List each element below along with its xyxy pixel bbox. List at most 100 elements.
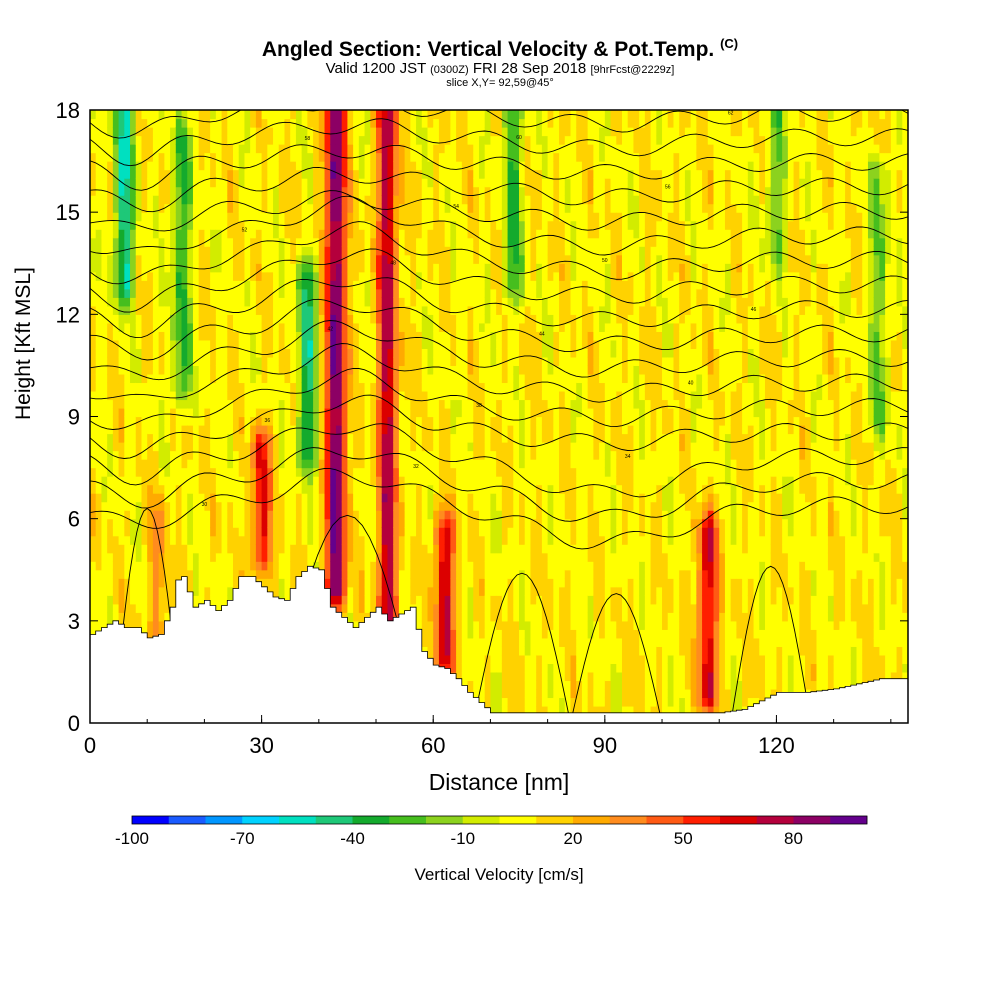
velocity-cell xyxy=(478,305,486,315)
velocity-cell xyxy=(478,339,486,349)
velocity-cell xyxy=(450,612,457,622)
velocity-cell xyxy=(387,442,394,452)
velocity-cell xyxy=(381,578,389,588)
velocity-cell xyxy=(233,399,240,409)
velocity-cell xyxy=(313,178,320,188)
velocity-cell xyxy=(90,450,97,460)
velocity-cell xyxy=(90,118,97,128)
velocity-cell xyxy=(461,399,469,409)
velocity-cell xyxy=(158,305,165,315)
velocity-cell xyxy=(324,365,331,375)
velocity-cell xyxy=(187,331,194,341)
velocity-cell xyxy=(467,407,474,418)
velocity-cell xyxy=(221,569,228,579)
velocity-cell xyxy=(267,373,274,384)
velocity-cell xyxy=(227,203,234,213)
velocity-cell xyxy=(461,365,469,375)
velocity-cell xyxy=(421,186,429,196)
velocity-cell xyxy=(330,288,337,298)
velocity-cell xyxy=(347,212,354,222)
velocity-cell xyxy=(227,348,234,358)
velocity-cell xyxy=(147,339,154,349)
velocity-cell xyxy=(444,407,451,418)
velocity-cell xyxy=(398,518,406,528)
velocity-cell xyxy=(135,254,143,264)
velocity-cell xyxy=(215,493,223,503)
velocity-cell xyxy=(376,450,383,460)
velocity-cell xyxy=(335,161,343,171)
velocity-cell xyxy=(461,331,469,341)
velocity-cell xyxy=(187,510,194,520)
velocity-cell xyxy=(175,425,183,435)
velocity-cell xyxy=(416,212,423,222)
velocity-cell xyxy=(358,501,366,511)
velocity-cell xyxy=(101,305,108,315)
velocity-cell xyxy=(347,331,354,341)
velocity-cell xyxy=(364,263,371,273)
velocity-cell xyxy=(398,288,406,298)
velocity-cell xyxy=(255,314,263,324)
velocity-cell xyxy=(175,144,183,154)
velocity-cell xyxy=(404,356,411,367)
velocity-cell xyxy=(261,407,268,418)
velocity-cell xyxy=(284,161,291,171)
velocity-cell xyxy=(170,501,177,511)
velocity-cell xyxy=(444,569,451,579)
velocity-cell xyxy=(107,229,114,239)
velocity-cell xyxy=(364,220,371,230)
velocity-cell xyxy=(175,195,183,205)
velocity-cell xyxy=(101,195,108,205)
velocity-cell xyxy=(438,195,446,205)
velocity-cell xyxy=(473,297,480,307)
velocity-cell xyxy=(95,544,103,554)
velocity-cell xyxy=(198,254,206,264)
velocity-cell xyxy=(238,144,246,154)
velocity-cell xyxy=(215,586,223,596)
velocity-cell xyxy=(364,314,371,324)
velocity-cell xyxy=(164,322,171,332)
velocity-cell xyxy=(364,127,371,137)
velocity-cell xyxy=(450,203,457,213)
velocity-cell xyxy=(255,442,263,452)
velocity-cell xyxy=(141,118,148,128)
velocity-cell xyxy=(398,595,406,605)
velocity-cell xyxy=(398,178,406,188)
velocity-cell xyxy=(170,144,177,154)
velocity-cell xyxy=(421,510,429,520)
velocity-cell xyxy=(335,425,343,435)
velocity-cell xyxy=(152,203,160,213)
velocity-cell xyxy=(467,535,474,545)
velocity-cell xyxy=(227,501,234,511)
velocity-cell xyxy=(261,220,268,230)
velocity-cell xyxy=(107,280,114,290)
velocity-cell xyxy=(318,280,326,290)
velocity-cell xyxy=(175,356,183,367)
velocity-cell xyxy=(135,561,143,571)
velocity-cell xyxy=(370,127,377,137)
velocity-cell xyxy=(376,161,383,171)
velocity-cell xyxy=(273,322,280,332)
velocity-cell xyxy=(244,544,251,554)
velocity-cell xyxy=(330,237,337,247)
velocity-cell xyxy=(158,186,165,196)
velocity-cell xyxy=(364,348,371,358)
velocity-cell xyxy=(273,127,280,137)
velocity-cell xyxy=(364,535,371,545)
velocity-cell xyxy=(273,373,280,384)
velocity-cell xyxy=(301,407,308,418)
velocity-cell xyxy=(210,178,217,188)
velocity-cell xyxy=(421,612,429,622)
velocity-cell xyxy=(307,203,314,213)
velocity-cell xyxy=(215,407,223,418)
velocity-cell xyxy=(170,373,177,384)
velocity-cell xyxy=(181,382,188,392)
velocity-cell xyxy=(210,416,217,426)
velocity-cell xyxy=(124,484,131,494)
velocity-cell xyxy=(444,135,451,145)
velocity-cell xyxy=(255,288,263,298)
velocity-cell xyxy=(147,118,154,128)
velocity-cell xyxy=(152,493,160,503)
velocity-cell xyxy=(353,612,360,622)
velocity-cell xyxy=(478,407,486,418)
velocity-cell xyxy=(433,518,440,528)
